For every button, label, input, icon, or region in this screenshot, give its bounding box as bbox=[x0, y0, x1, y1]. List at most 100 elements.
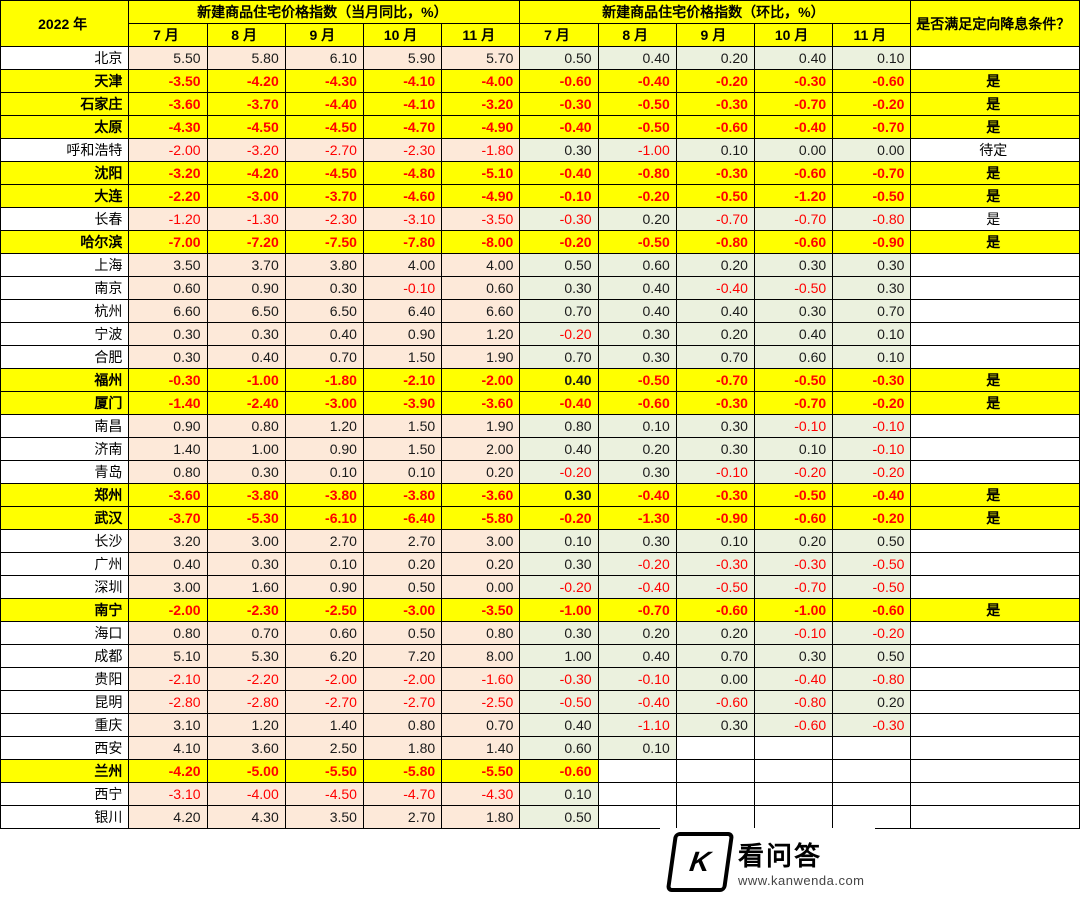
yoy-cell: -4.30 bbox=[442, 783, 520, 806]
mom-cell: -1.10 bbox=[598, 714, 676, 737]
yoy-cell: 1.50 bbox=[363, 438, 441, 461]
mom-cell: -0.70 bbox=[754, 576, 832, 599]
yoy-cell: -2.70 bbox=[285, 691, 363, 714]
header-month: 7 月 bbox=[129, 24, 207, 47]
mom-cell bbox=[754, 737, 832, 760]
mom-cell: 0.00 bbox=[754, 139, 832, 162]
table-row: 广州0.400.300.100.200.200.30-0.20-0.30-0.3… bbox=[1, 553, 1080, 576]
mom-cell bbox=[833, 760, 911, 783]
yoy-cell: 3.60 bbox=[207, 737, 285, 760]
yoy-cell: 2.70 bbox=[363, 806, 441, 829]
yoy-cell: 1.20 bbox=[207, 714, 285, 737]
yoy-cell: -5.50 bbox=[285, 760, 363, 783]
qualifies-cell bbox=[911, 760, 1080, 783]
mom-cell: 0.00 bbox=[833, 139, 911, 162]
yoy-cell: -7.50 bbox=[285, 231, 363, 254]
mom-cell: 0.10 bbox=[833, 47, 911, 70]
mom-cell: 0.40 bbox=[754, 323, 832, 346]
qualifies-cell: 待定 bbox=[911, 139, 1080, 162]
mom-cell: -0.40 bbox=[754, 668, 832, 691]
yoy-cell: 4.30 bbox=[207, 806, 285, 829]
yoy-cell: 3.00 bbox=[442, 530, 520, 553]
yoy-cell: 1.20 bbox=[442, 323, 520, 346]
header-month: 7 月 bbox=[520, 24, 598, 47]
mom-cell: -0.20 bbox=[833, 461, 911, 484]
qualifies-cell bbox=[911, 254, 1080, 277]
yoy-cell: -3.90 bbox=[363, 392, 441, 415]
yoy-cell: -5.80 bbox=[363, 760, 441, 783]
yoy-cell: 1.40 bbox=[129, 438, 207, 461]
mom-cell: -0.20 bbox=[520, 576, 598, 599]
yoy-cell: -3.50 bbox=[442, 599, 520, 622]
yoy-cell: -3.70 bbox=[129, 507, 207, 530]
yoy-cell: 6.50 bbox=[285, 300, 363, 323]
yoy-cell: 0.80 bbox=[129, 622, 207, 645]
city-cell: 长沙 bbox=[1, 530, 129, 553]
yoy-cell: 0.90 bbox=[129, 415, 207, 438]
yoy-cell: 3.10 bbox=[129, 714, 207, 737]
yoy-cell: -1.80 bbox=[442, 139, 520, 162]
city-cell: 昆明 bbox=[1, 691, 129, 714]
yoy-cell: -4.70 bbox=[363, 116, 441, 139]
mom-cell: -0.90 bbox=[676, 507, 754, 530]
mom-cell: -0.50 bbox=[676, 185, 754, 208]
mom-cell: -1.30 bbox=[598, 507, 676, 530]
yoy-cell: -4.20 bbox=[129, 760, 207, 783]
yoy-cell: 0.00 bbox=[442, 576, 520, 599]
yoy-cell: 0.90 bbox=[207, 277, 285, 300]
yoy-cell: -2.10 bbox=[129, 668, 207, 691]
mom-cell: -0.50 bbox=[676, 576, 754, 599]
mom-cell: 0.60 bbox=[754, 346, 832, 369]
qualifies-cell bbox=[911, 714, 1080, 737]
qualifies-cell bbox=[911, 737, 1080, 760]
header-month: 11 月 bbox=[442, 24, 520, 47]
table-row: 宁波0.300.300.400.901.20-0.200.300.200.400… bbox=[1, 323, 1080, 346]
mom-cell: 0.30 bbox=[833, 254, 911, 277]
yoy-cell: 5.50 bbox=[129, 47, 207, 70]
mom-cell: -0.30 bbox=[754, 553, 832, 576]
yoy-cell: -4.90 bbox=[442, 116, 520, 139]
yoy-cell: -4.70 bbox=[363, 783, 441, 806]
yoy-cell: -3.20 bbox=[442, 93, 520, 116]
qualifies-cell bbox=[911, 461, 1080, 484]
mom-cell: -0.60 bbox=[833, 70, 911, 93]
yoy-cell: -2.00 bbox=[442, 369, 520, 392]
city-cell: 广州 bbox=[1, 553, 129, 576]
yoy-cell: 0.40 bbox=[285, 323, 363, 346]
mom-cell: 0.30 bbox=[598, 323, 676, 346]
yoy-cell: -3.80 bbox=[363, 484, 441, 507]
mom-cell: -0.40 bbox=[598, 576, 676, 599]
yoy-cell: 0.90 bbox=[363, 323, 441, 346]
yoy-cell: -3.70 bbox=[207, 93, 285, 116]
yoy-cell: -3.70 bbox=[285, 185, 363, 208]
mom-cell: 0.70 bbox=[676, 645, 754, 668]
mom-cell: -0.70 bbox=[833, 162, 911, 185]
city-cell: 西宁 bbox=[1, 783, 129, 806]
watermark-url: www.kanwenda.com bbox=[738, 873, 865, 888]
yoy-cell: 3.00 bbox=[129, 576, 207, 599]
yoy-cell: 4.10 bbox=[129, 737, 207, 760]
mom-cell: 0.60 bbox=[520, 737, 598, 760]
yoy-cell: -0.30 bbox=[129, 369, 207, 392]
mom-cell bbox=[676, 806, 754, 829]
mom-cell: -0.10 bbox=[598, 668, 676, 691]
yoy-cell: -2.00 bbox=[363, 668, 441, 691]
yoy-cell: -4.10 bbox=[363, 70, 441, 93]
mom-cell: -0.40 bbox=[520, 162, 598, 185]
mom-cell: -1.20 bbox=[754, 185, 832, 208]
qualifies-cell: 是 bbox=[911, 185, 1080, 208]
table-row: 杭州6.606.506.506.406.600.700.400.400.300.… bbox=[1, 300, 1080, 323]
yoy-cell: 0.30 bbox=[207, 323, 285, 346]
yoy-cell: 6.60 bbox=[129, 300, 207, 323]
mom-cell: -0.20 bbox=[833, 507, 911, 530]
yoy-cell: -7.80 bbox=[363, 231, 441, 254]
yoy-cell: 1.90 bbox=[442, 346, 520, 369]
qualifies-cell bbox=[911, 346, 1080, 369]
mom-cell bbox=[676, 760, 754, 783]
mom-cell: -0.10 bbox=[754, 622, 832, 645]
mom-cell: -0.60 bbox=[676, 116, 754, 139]
header-month: 11 月 bbox=[833, 24, 911, 47]
yoy-cell: 0.80 bbox=[129, 461, 207, 484]
mom-cell: -0.60 bbox=[676, 691, 754, 714]
yoy-cell: -3.60 bbox=[442, 484, 520, 507]
